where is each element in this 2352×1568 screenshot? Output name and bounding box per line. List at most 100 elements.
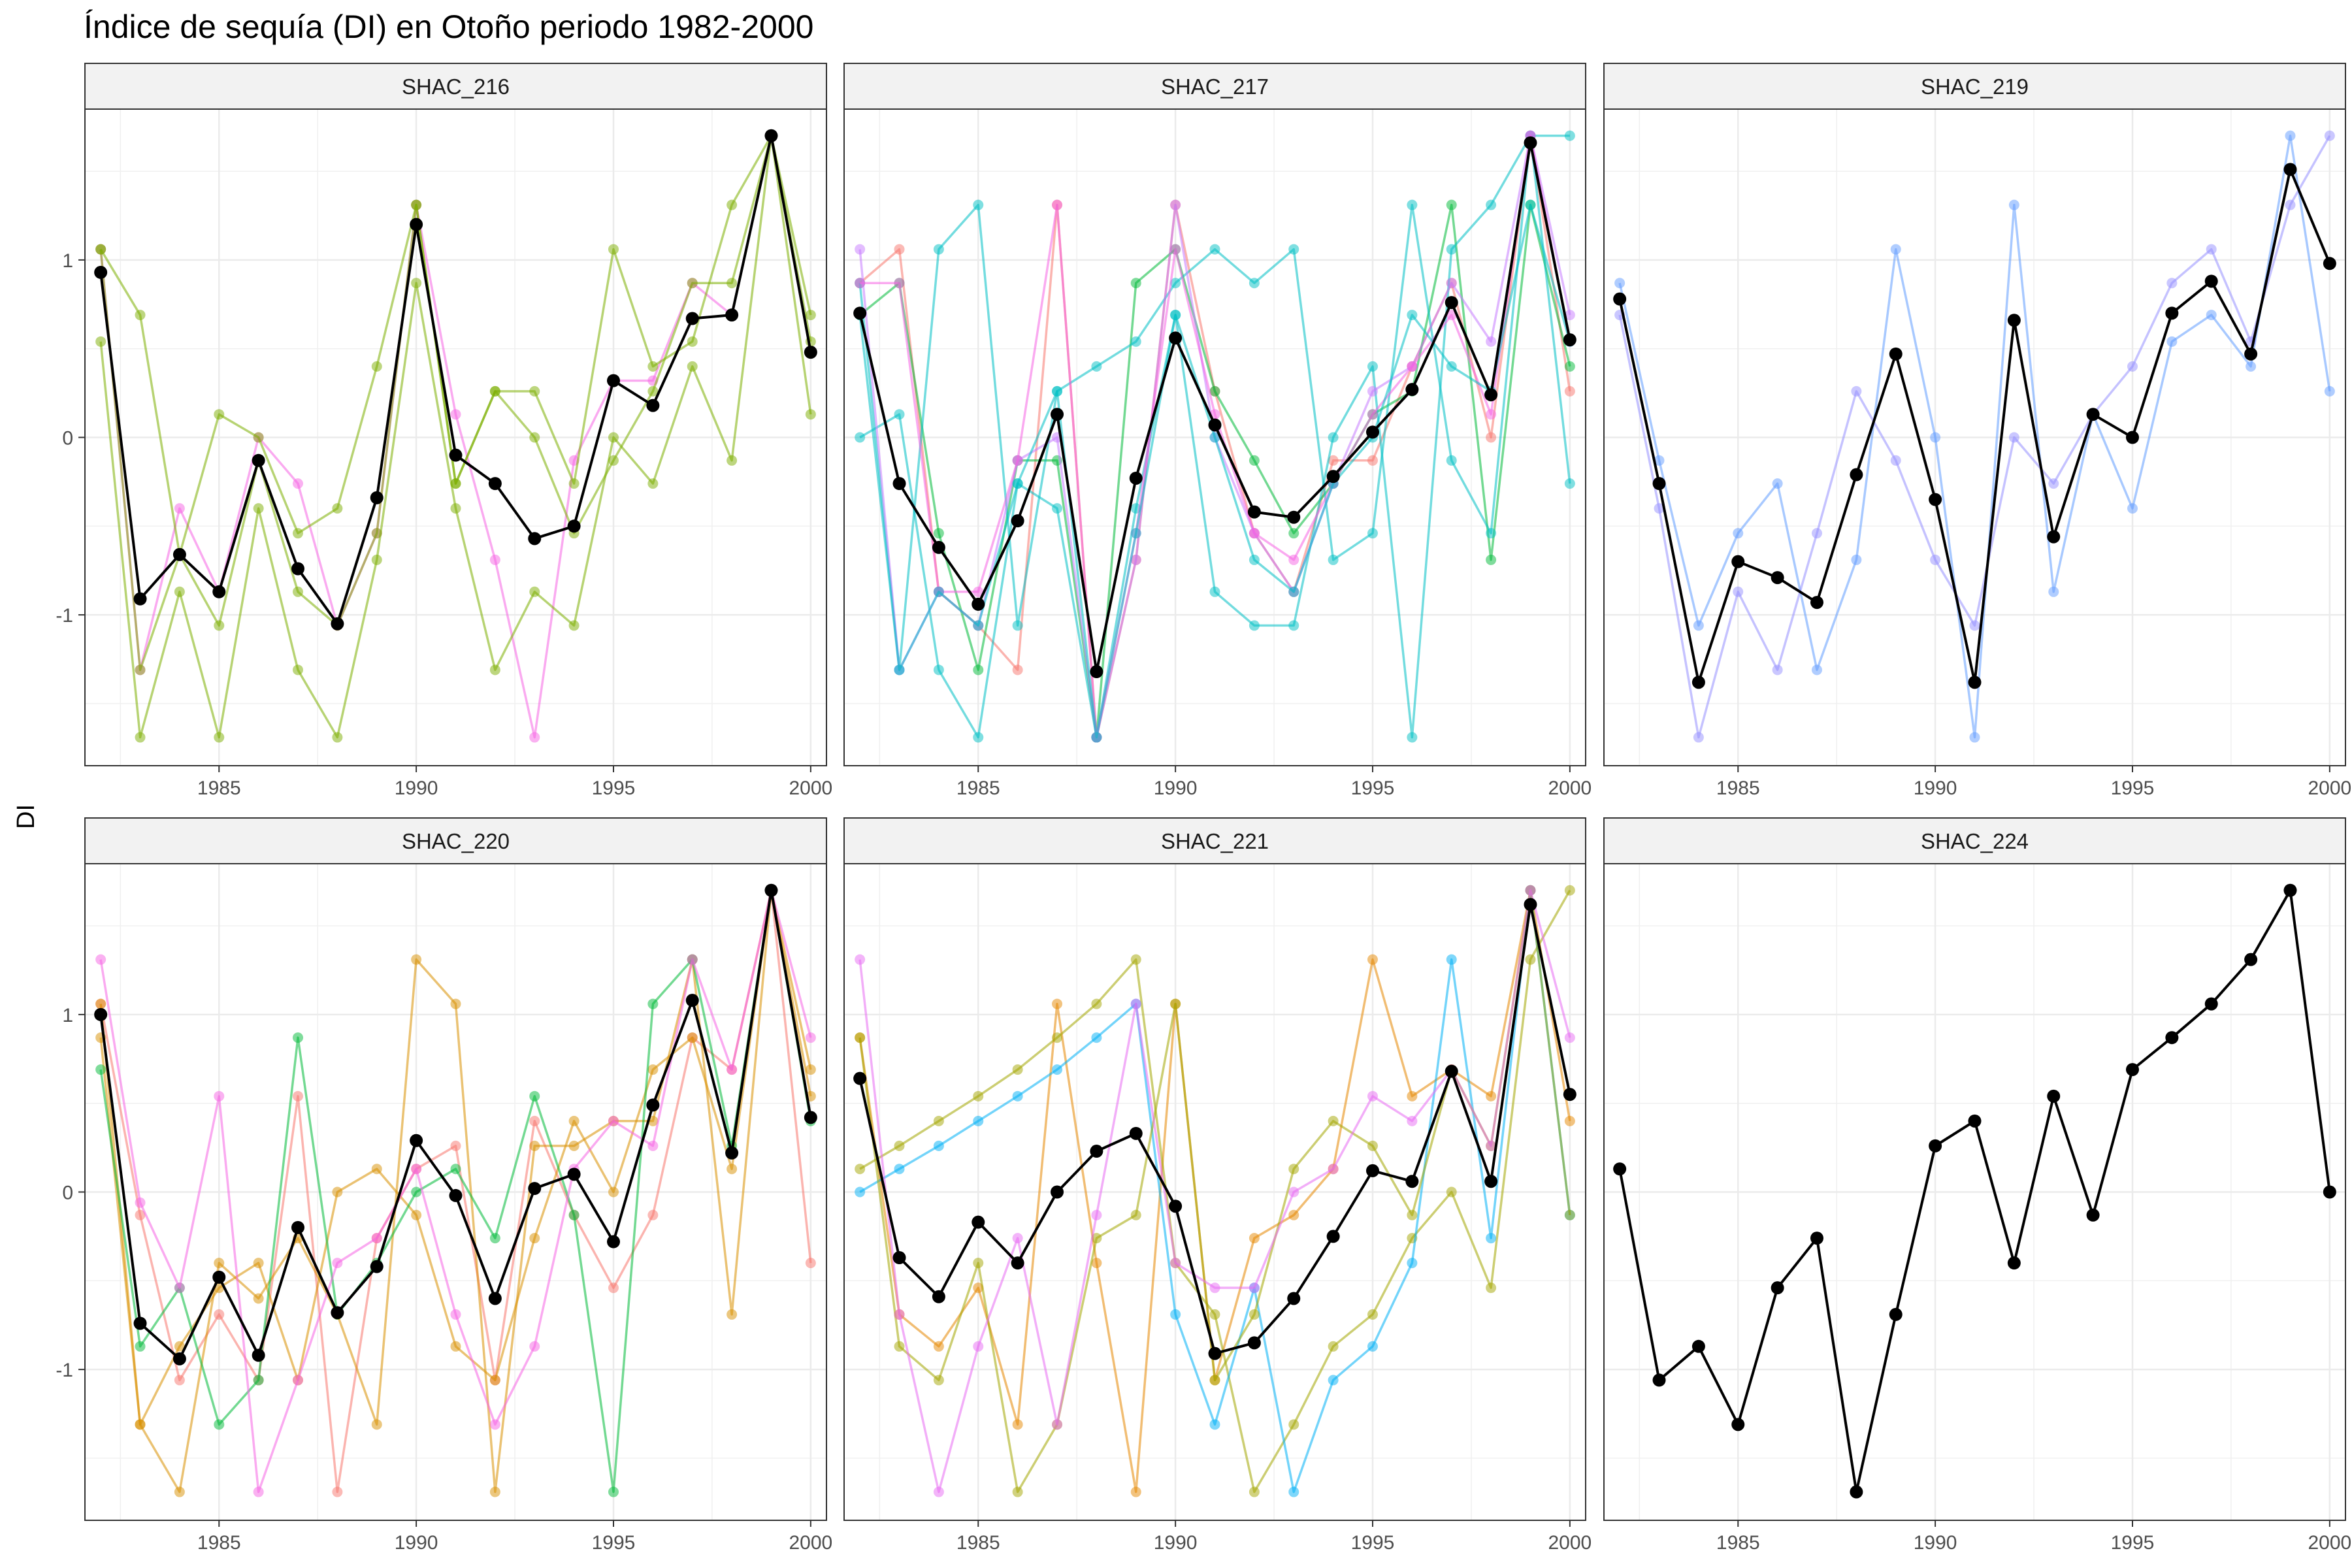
- y-tick-label: 0: [62, 428, 73, 449]
- mean-point: [1445, 296, 1458, 310]
- series-point: [1564, 885, 1575, 896]
- series-point: [894, 409, 905, 420]
- mean-point: [212, 585, 226, 598]
- series-point: [1407, 1090, 1418, 1102]
- series-point: [727, 1309, 738, 1320]
- mean-point: [212, 1270, 226, 1284]
- series-point: [1890, 455, 1901, 466]
- mean-point: [2086, 408, 2100, 421]
- series-point: [1446, 199, 1457, 210]
- mean-point: [2125, 431, 2139, 444]
- mean-point: [764, 883, 778, 897]
- series-point: [1564, 1032, 1575, 1043]
- series-point: [1328, 1341, 1339, 1352]
- series-point: [174, 1486, 185, 1497]
- series-point: [1693, 620, 1704, 631]
- series-point: [608, 1186, 619, 1198]
- series-point: [1012, 664, 1023, 676]
- series-point: [647, 1140, 659, 1151]
- series-point: [1328, 1375, 1339, 1386]
- series-point: [1012, 1064, 1023, 1075]
- series-point: [1930, 554, 1941, 565]
- series-point: [647, 1209, 659, 1220]
- series-point: [1564, 385, 1575, 397]
- series-point: [2324, 385, 2335, 397]
- series-point: [1446, 1186, 1457, 1198]
- mean-point: [685, 312, 699, 325]
- series-point: [95, 336, 106, 347]
- series-point: [1733, 586, 1744, 597]
- series-point: [1288, 620, 1299, 631]
- series-point: [174, 1375, 185, 1386]
- series-point: [894, 1341, 905, 1352]
- mean-point: [370, 491, 384, 504]
- series-point: [2048, 586, 2059, 597]
- series-point: [1012, 620, 1023, 631]
- series-point: [371, 1164, 382, 1175]
- series-point: [1564, 1115, 1575, 1126]
- mean-point: [1968, 676, 1982, 689]
- x-tick-label: 1995: [1351, 1532, 1395, 1554]
- mean-point: [1208, 418, 1222, 432]
- x-tick-label: 2000: [1548, 777, 1592, 799]
- series-point: [1249, 1486, 1260, 1497]
- mean-point: [528, 1182, 542, 1196]
- mean-point: [725, 308, 739, 322]
- series-point: [805, 409, 816, 420]
- series-point: [973, 620, 984, 631]
- mean-point: [1090, 1145, 1103, 1158]
- mean-point: [932, 540, 945, 554]
- series-point: [647, 1064, 659, 1075]
- mean-point: [1169, 331, 1183, 345]
- series-point: [1288, 554, 1299, 565]
- series-point: [1525, 954, 1536, 965]
- mean-point: [804, 1111, 817, 1124]
- series-point: [529, 586, 540, 597]
- series-point: [855, 954, 866, 965]
- series-point: [855, 432, 866, 443]
- series-point: [1693, 732, 1704, 743]
- series-point: [1407, 310, 1418, 321]
- series-point: [687, 361, 698, 372]
- x-tick-label: 1985: [197, 1532, 241, 1554]
- panel-border: [1603, 108, 2346, 766]
- mean-point: [932, 1290, 945, 1303]
- panel-SHAC_221: SHAC_221 1985 1990 1995 2000: [843, 817, 1592, 1554]
- series-point: [1851, 554, 1862, 565]
- mean-point: [252, 1348, 265, 1362]
- series-point: [1525, 885, 1536, 896]
- x-tick-label: 1990: [1154, 1532, 1198, 1554]
- series-point: [529, 1090, 540, 1102]
- series-point: [1209, 385, 1220, 397]
- mean-point: [1563, 333, 1576, 347]
- y-tick-label: 1: [62, 1005, 73, 1026]
- series-point: [293, 1032, 304, 1043]
- series-point: [1209, 1419, 1220, 1430]
- mean-point: [1051, 408, 1064, 421]
- series-point: [1130, 954, 1141, 965]
- series-point: [1486, 1282, 1497, 1294]
- series-point: [1091, 1258, 1102, 1269]
- mean-point: [1524, 136, 1537, 150]
- series-point: [1486, 336, 1497, 347]
- mean-point: [1889, 1307, 1903, 1321]
- series-point: [1091, 998, 1102, 1009]
- mean-point: [2283, 883, 2297, 897]
- series-point: [894, 244, 905, 255]
- mean-point: [172, 1352, 186, 1365]
- series-point: [894, 1140, 905, 1151]
- series-point: [1969, 620, 1980, 631]
- series-point: [1130, 1486, 1141, 1497]
- series-point: [1407, 199, 1418, 210]
- series-point: [687, 278, 698, 289]
- facet-strip-label: SHAC_220: [402, 829, 510, 853]
- mean-point: [370, 1260, 384, 1273]
- series-point: [1407, 361, 1418, 372]
- series-point: [973, 1090, 984, 1102]
- series-point: [1052, 1419, 1063, 1430]
- series-point: [933, 1341, 944, 1352]
- series-SHAC_219-2: [1614, 130, 2335, 743]
- series-point: [1969, 732, 1980, 743]
- series-point: [1052, 199, 1063, 210]
